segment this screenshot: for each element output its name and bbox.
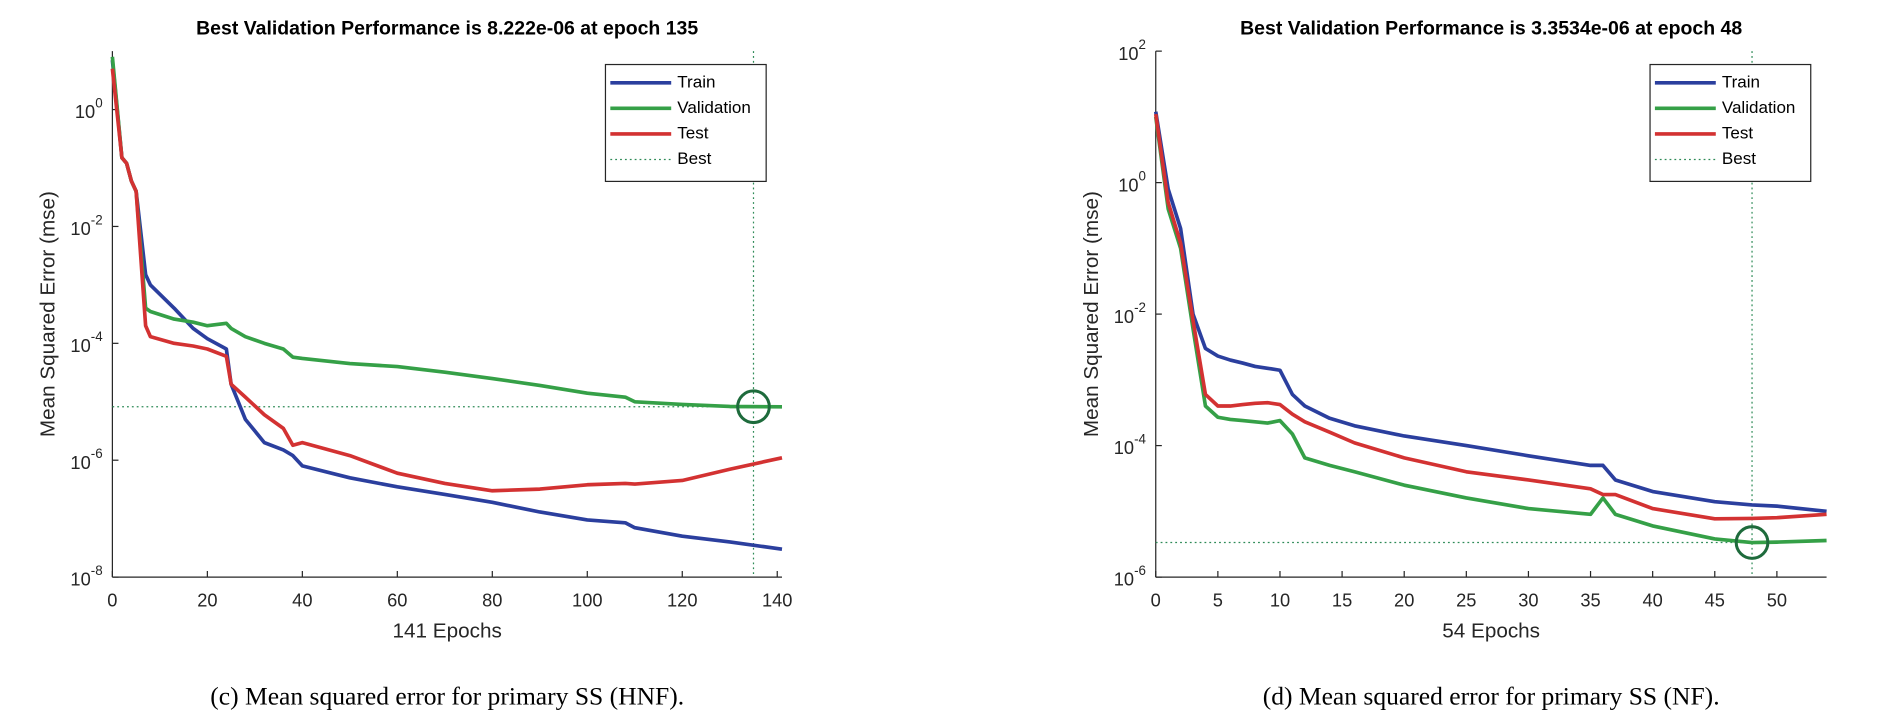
series-line <box>1153 113 1827 521</box>
x-tick-label: 20 <box>1394 589 1414 610</box>
y-tick-base: 10 <box>70 452 90 473</box>
x-tick-label: 45 <box>1705 589 1725 610</box>
y-tick-label: 102 <box>1118 37 1146 64</box>
y-tick-exponent: -4 <box>1134 431 1146 446</box>
legend-label: Best <box>1722 149 1756 168</box>
y-tick-base: 10 <box>70 218 90 239</box>
x-tick-label: 100 <box>572 589 602 610</box>
x-tick-label: 0 <box>107 589 117 610</box>
y-tick-exponent: -2 <box>1134 300 1146 315</box>
y-tick-base: 10 <box>1118 43 1138 64</box>
legend-label: Train <box>1722 72 1760 91</box>
y-tick-exponent: 2 <box>1139 37 1146 52</box>
legend-label: Test <box>1722 123 1754 142</box>
y-tick-label: 10-6 <box>70 446 102 473</box>
series-line <box>1153 111 1827 514</box>
chart-title: Best Validation Performance is 3.3534e-0… <box>1240 17 1742 39</box>
y-tick-base: 10 <box>75 101 95 122</box>
x-tick-label: 50 <box>1767 589 1787 610</box>
y-tick-label: 10-6 <box>1114 563 1146 590</box>
y-tick-label: 10-4 <box>70 329 103 356</box>
x-axis-label: 54 Epochs <box>1442 619 1540 642</box>
caption: (d) Mean squared error for primary SS (N… <box>1263 682 1720 711</box>
y-tick-label: 10-2 <box>1114 300 1146 327</box>
legend-label: Validation <box>677 98 751 117</box>
caption: (c) Mean squared error for primary SS (H… <box>210 682 684 711</box>
x-tick-label: 40 <box>292 589 312 610</box>
x-tick-label: 25 <box>1456 589 1476 610</box>
y-tick-exponent: -6 <box>1134 563 1146 578</box>
y-tick-base: 10 <box>1114 306 1134 327</box>
y-tick-label: 100 <box>75 95 103 122</box>
x-tick-label: 35 <box>1580 589 1600 610</box>
best-marker <box>736 389 771 425</box>
legend-label: Validation <box>1722 98 1796 117</box>
y-tick-exponent: -6 <box>91 446 103 461</box>
x-tick-label: 140 <box>762 589 792 610</box>
x-tick-label: 10 <box>1270 589 1290 610</box>
x-tick-label: 0 <box>1151 589 1161 610</box>
y-tick-label: 10-2 <box>70 212 102 239</box>
y-axis-label: Mean Squared Error (mse) <box>1080 191 1103 437</box>
series-line <box>1153 116 1827 545</box>
y-tick-base: 10 <box>1114 569 1134 590</box>
y-tick-label: 10-8 <box>70 563 102 590</box>
y-tick-base: 10 <box>1114 437 1134 458</box>
x-tick-label: 60 <box>387 589 407 610</box>
y-tick-exponent: 0 <box>95 95 102 110</box>
series-line <box>110 68 783 493</box>
y-tick-base: 10 <box>1118 174 1138 195</box>
x-axis-label: 141 Epochs <box>393 619 502 642</box>
x-tick-label: 5 <box>1213 589 1223 610</box>
y-tick-exponent: -2 <box>91 212 103 227</box>
y-tick-label: 10-4 <box>1114 431 1147 458</box>
y-tick-exponent: -4 <box>91 329 103 344</box>
x-tick-label: 120 <box>667 589 697 610</box>
legend-label: Best <box>677 149 711 168</box>
y-axis-label: Mean Squared Error (mse) <box>37 191 60 437</box>
y-tick-exponent: -8 <box>91 563 103 578</box>
x-tick-label: 40 <box>1643 589 1663 610</box>
best-marker <box>1734 525 1770 560</box>
legend-label: Train <box>677 72 715 91</box>
chart-title: Best Validation Performance is 8.222e-06… <box>196 17 698 39</box>
y-tick-label: 100 <box>1118 168 1146 195</box>
y-tick-base: 10 <box>70 569 90 590</box>
x-tick-label: 80 <box>482 589 502 610</box>
y-tick-base: 10 <box>70 335 90 356</box>
legend-label: Test <box>677 123 709 142</box>
x-tick-label: 30 <box>1518 589 1538 610</box>
x-tick-label: 15 <box>1332 589 1352 610</box>
x-tick-label: 20 <box>197 589 217 610</box>
y-tick-exponent: 0 <box>1139 168 1146 183</box>
